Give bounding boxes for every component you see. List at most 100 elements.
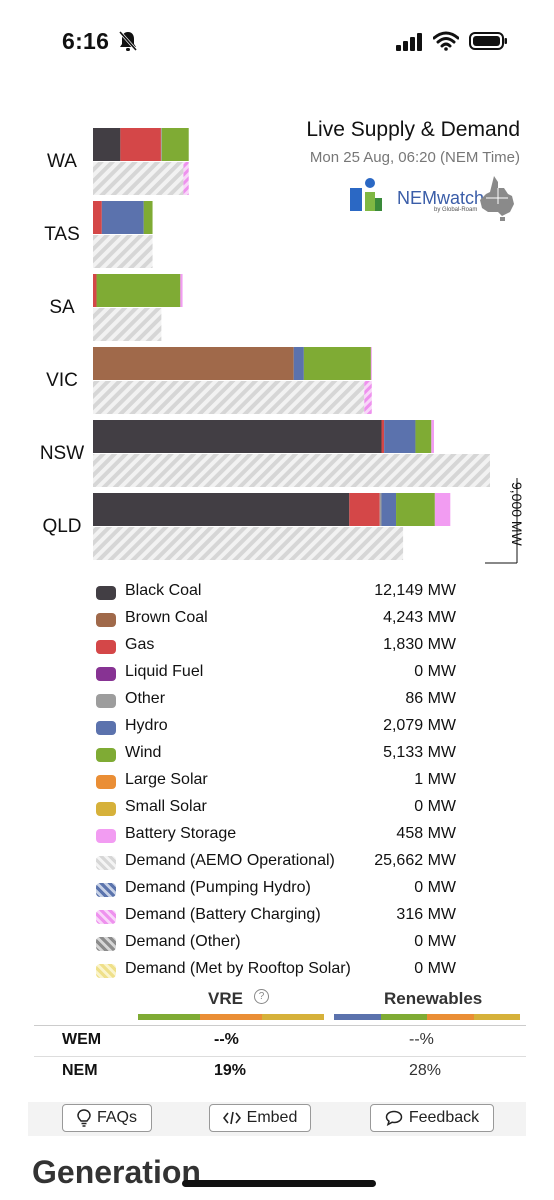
supply-bar-nsw-wind[interactable] [415,420,432,453]
region-label-tas: TAS [44,224,80,245]
supply-demand-chart: WA TAS SA VIC NSW QLD 9,000 MW [40,128,525,564]
legend-item[interactable]: Brown Coal 4,243 MW [96,609,496,636]
signal-icon [396,33,422,51]
chart-subtitle: Mon 25 Aug, 06:20 (NEM Time) [309,149,520,166]
vre-color-segment [262,1014,324,1020]
status-time: 6:16 [62,28,110,54]
supply-bar-qld-other[interactable] [379,493,382,526]
demand-bar-tas-demand-aemo-operational[interactable] [93,235,153,268]
legend-value: 5,133 MW [383,744,456,761]
demand-bar-nsw-demand-aemo-operational[interactable] [93,454,490,487]
supply-bar-sa-battery-storage[interactable] [180,274,183,307]
legend-swatch [96,748,116,762]
legend-item[interactable]: Liquid Fuel 0 MW [96,663,496,690]
legend-label: Demand (Met by Rooftop Solar) [125,960,351,977]
legend-label: Liquid Fuel [125,663,204,680]
region-label-nsw: NSW [40,443,84,464]
supply-bar-vic-hydro[interactable] [293,347,304,380]
code-icon [222,1111,241,1125]
legend-item[interactable]: Wind 5,133 MW [96,744,496,771]
lightbulb-icon [77,1109,91,1127]
region-label-wa: WA [47,151,77,172]
legend-value: 12,149 MW [374,582,456,599]
supply-bar-wa-other[interactable] [160,128,162,161]
legend-label: Demand (AEMO Operational) [125,852,335,869]
legend-label: Demand (Other) [125,933,241,950]
legend-item[interactable]: Gas 1,830 MW [96,636,496,663]
feedback-button-label: Feedback [408,1109,480,1126]
renewables-color-segment [380,1014,427,1020]
legend-item[interactable]: Demand (Battery Charging) 316 MW [96,906,496,933]
chart-legend: Black Coal 12,149 MW Brown Coal 4,243 MW Gas… [96,582,496,987]
legend-value: 1 MW [414,771,456,788]
supply-bar-sa-gas[interactable] [93,274,97,307]
demand-bar-wa-demand-aemo-operational[interactable] [93,162,184,195]
legend-item[interactable]: Hydro 2,079 MW [96,717,496,744]
row-name: WEM [62,1031,102,1048]
legend-swatch [96,883,116,897]
nemwatch-logo-subtext: by Global-Roam [434,207,478,213]
demand-bar-wa-demand-battery-charging[interactable] [183,162,189,195]
legend-value: 4,243 MW [383,609,456,626]
home-indicator[interactable] [182,1180,376,1187]
supply-bar-qld-wind[interactable] [396,493,435,526]
legend-item[interactable]: Battery Storage 458 MW [96,825,496,852]
axis-max-label: 9,000 MW [509,482,525,547]
vre-color-segment [200,1014,262,1020]
demand-bar-vic-demand-battery-charging[interactable] [364,381,372,414]
supply-bar-sa-wind[interactable] [96,274,181,307]
supply-bar-nsw-black-coal[interactable] [93,420,382,453]
region-label-vic: VIC [46,370,78,391]
legend-swatch [96,829,116,843]
supply-bar-wa-black-coal[interactable] [93,128,121,161]
legend-label: Large Solar [125,771,208,788]
demand-bar-sa-demand-aemo-operational[interactable] [93,308,162,341]
legend-value: 458 MW [396,825,456,842]
legend-item[interactable]: Demand (Met by Rooftop Solar) 0 MW [96,960,496,987]
supply-bar-vic-wind[interactable] [303,347,371,380]
supply-bar-tas-gas[interactable] [93,201,102,234]
renewables-color-strip [334,1014,520,1020]
wifi-icon [433,31,459,51]
legend-item[interactable]: Demand (AEMO Operational) 25,662 MW [96,852,496,879]
status-bar: 6:16 [0,0,554,80]
supply-bar-vic-brown-coal[interactable] [93,347,294,380]
legend-item[interactable]: Small Solar 0 MW [96,798,496,825]
supply-bar-tas-hydro[interactable] [101,201,144,234]
faqs-button[interactable]: FAQs [62,1104,152,1132]
legend-label: Small Solar [125,798,207,815]
legend-label: Black Coal [125,582,202,599]
legend-item[interactable]: Demand (Other) 0 MW [96,933,496,960]
vre-color-strip [138,1014,324,1020]
demand-bar-vic-demand-aemo-operational[interactable] [93,381,365,414]
row-name: NEM [62,1062,98,1079]
supply-bar-qld-hydro[interactable] [381,493,397,526]
supply-bar-vic-battery-storage[interactable] [370,347,372,380]
chart-title: Live Supply & Demand [306,118,520,141]
feedback-button[interactable]: Feedback [370,1104,494,1132]
faqs-button-label: FAQs [96,1109,137,1126]
legend-value: 1,830 MW [383,636,456,653]
demand-bar-qld-demand-aemo-operational[interactable] [93,527,404,560]
battery-icon [469,32,507,50]
supply-bar-nsw-battery-storage[interactable] [431,420,434,453]
nemwatch-logo[interactable]: NEMwatch by Global-Roam [350,176,520,224]
supply-bar-nsw-gas[interactable] [381,420,385,453]
legend-value: 86 MW [405,690,456,707]
supply-bar-wa-gas[interactable] [120,128,161,161]
supply-bar-qld-gas[interactable] [349,493,380,526]
supply-bar-qld-black-coal[interactable] [93,493,350,526]
help-icon[interactable]: ? [254,989,269,1004]
bell-slash-icon [118,31,138,51]
legend-label: Wind [125,744,162,761]
supply-bar-tas-wind[interactable] [143,201,153,234]
embed-button[interactable]: Embed [209,1104,311,1132]
legend-item[interactable]: Other 86 MW [96,690,496,717]
supply-bar-nsw-hydro[interactable] [384,420,416,453]
legend-item[interactable]: Black Coal 12,149 MW [96,582,496,609]
supply-bar-qld-battery-storage[interactable] [434,493,451,526]
legend-item[interactable]: Demand (Pumping Hydro) 0 MW [96,879,496,906]
legend-swatch [96,694,116,708]
legend-item[interactable]: Large Solar 1 MW [96,771,496,798]
supply-bar-wa-wind[interactable] [161,128,189,161]
